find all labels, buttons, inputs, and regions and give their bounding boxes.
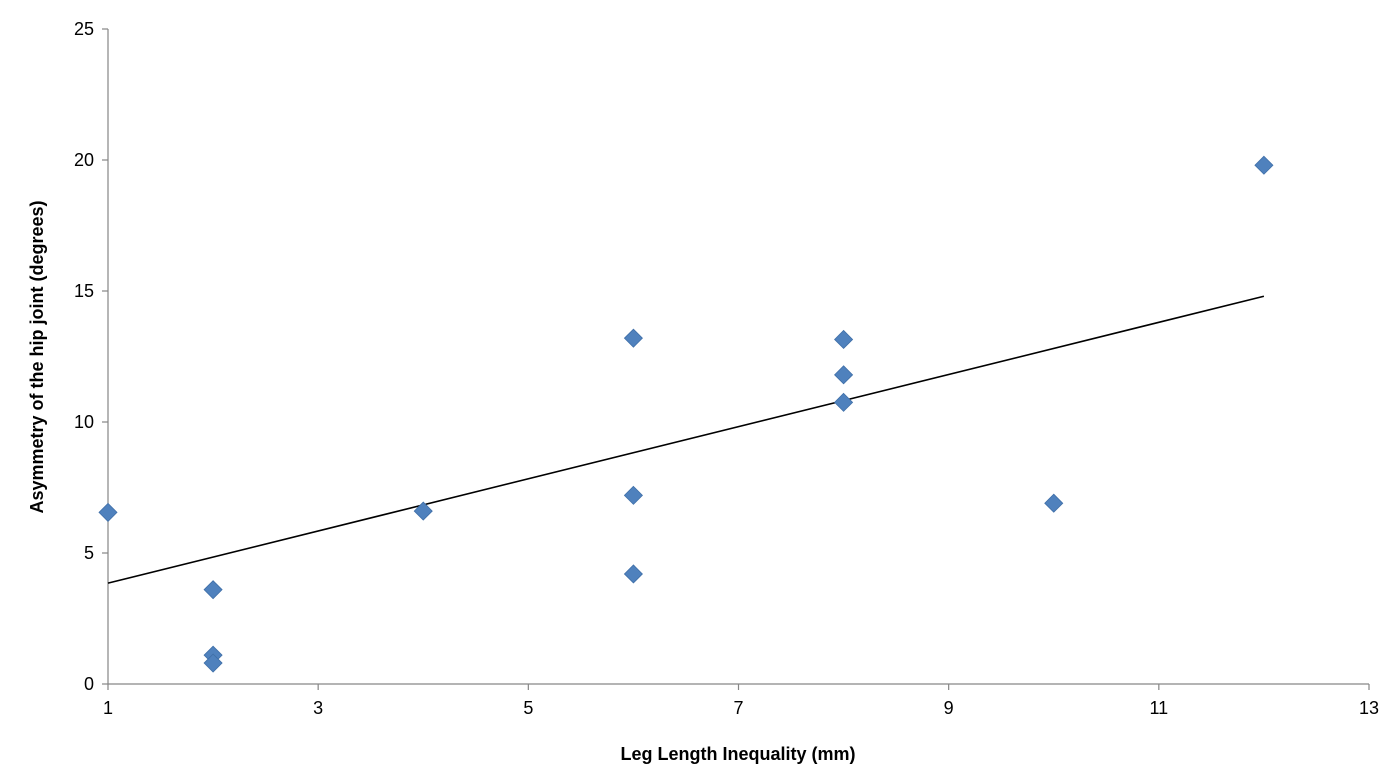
y-tick-label: 15 xyxy=(74,281,94,301)
y-tick-label: 5 xyxy=(84,543,94,563)
y-tick-label: 0 xyxy=(84,674,94,694)
y-tick-label: 25 xyxy=(74,19,94,39)
y-tick-label: 10 xyxy=(74,412,94,432)
data-point xyxy=(834,392,854,412)
data-point xyxy=(623,328,643,348)
data-point xyxy=(623,564,643,584)
data-point xyxy=(834,329,854,350)
data-point xyxy=(1044,493,1064,513)
x-axis-title: Leg Length Inequality (mm) xyxy=(620,744,855,764)
x-tick-label: 5 xyxy=(523,698,533,718)
x-tick-label: 11 xyxy=(1149,698,1168,718)
data-point xyxy=(203,653,223,673)
x-tick-label: 3 xyxy=(313,698,323,718)
trendline xyxy=(107,295,1265,584)
data-point xyxy=(1254,155,1274,175)
data-point xyxy=(413,501,433,521)
data-point xyxy=(203,580,223,600)
y-tick-label: 20 xyxy=(74,150,94,170)
y-axis-title: Asymmetry of the hip joint (degrees) xyxy=(27,200,47,513)
data-point xyxy=(98,502,118,522)
data-point xyxy=(834,365,854,385)
x-tick-label: 9 xyxy=(944,698,954,718)
x-tick-label: 7 xyxy=(733,698,743,718)
x-tick-label: 13 xyxy=(1359,698,1379,718)
data-point xyxy=(623,485,643,505)
x-tick-label: 1 xyxy=(103,698,113,718)
